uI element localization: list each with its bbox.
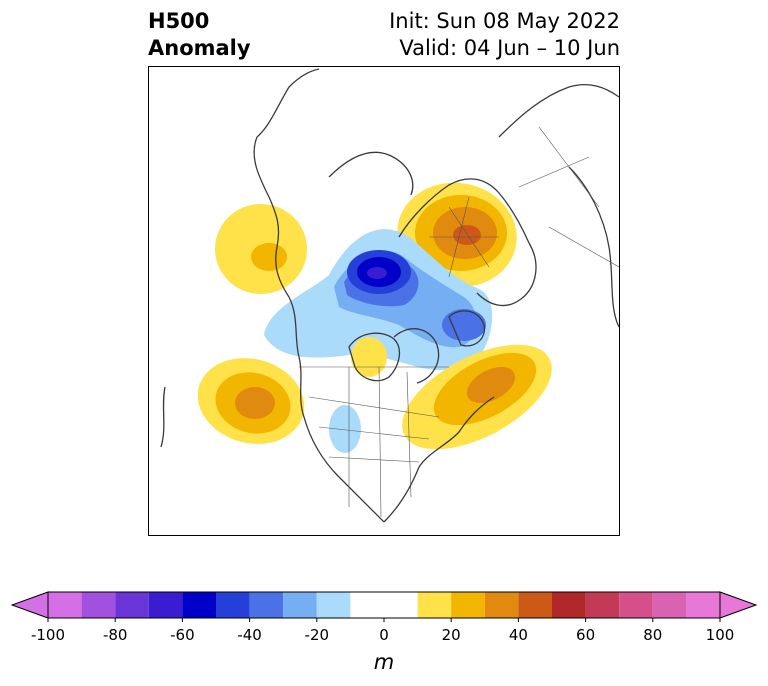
map-title: H500 Anomaly [148,8,251,62]
anomaly-map [160,68,619,523]
colorbar-segment [316,592,351,618]
colorbar-tick-label: -80 [102,626,128,644]
title-line-2: Anomaly [148,36,251,60]
anomaly-europe-positive [397,182,517,288]
colorbar-segment [518,592,552,618]
anomaly-conus-negative [329,405,361,453]
colorbar-segment [552,592,586,618]
colorbar-tick-label: -100 [30,626,66,644]
colorbar-tick-label: -20 [304,626,330,644]
colorbar-tick-label: 20 [441,626,461,644]
title-line-1: H500 [148,9,210,33]
anomaly-hudson-positive [351,337,387,377]
anomaly-pacific-positive [197,358,305,444]
colorbar-segment [484,592,519,618]
anomaly-bering-positive [215,204,307,294]
colorbar-segment [652,592,687,618]
colorbar-segment [585,592,620,618]
colorbar-segment [115,592,149,618]
colorbar-segment [216,592,250,618]
colorbar-segment [148,592,183,618]
colorbar-tick-label: 0 [379,626,389,644]
colorbar-tick-label: 40 [508,626,528,644]
colorbar-tick-label: -60 [170,626,195,644]
anomaly-arctic-negative [264,229,493,370]
colorbar-segment [417,592,452,618]
colorbar-segment [619,592,653,618]
map-panel [148,66,620,536]
colorbar-segment [350,592,418,618]
colorbar-segment [182,592,216,618]
political-boundaries [299,126,619,518]
colorbar-segment [451,592,485,618]
colorbar-extend-max [719,591,758,619]
colorbar-units: m [373,650,395,674]
valid-period: Valid: 04 Jun – 10 Jun [399,36,620,60]
colorbar-segment [81,592,116,618]
colorbar-tick-label: -40 [237,626,262,644]
colorbar-segment [686,592,720,618]
colorbar-segment [249,592,284,618]
coastlines [160,68,619,523]
colorbar-segment [48,592,82,618]
anomaly-atlantic-positive [402,344,552,450]
colorbar-extend-min [10,591,49,619]
colorbar [10,591,758,622]
forecast-dates: Init: Sun 08 May 2022 Valid: 04 Jun – 10… [389,8,620,62]
colorbar-tick-label: 80 [643,626,663,644]
colorbar-tick-label: 60 [576,626,596,644]
init-date: Init: Sun 08 May 2022 [389,9,620,33]
colorbar-segment [283,592,317,618]
colorbar-tick-label: 100 [705,626,735,644]
